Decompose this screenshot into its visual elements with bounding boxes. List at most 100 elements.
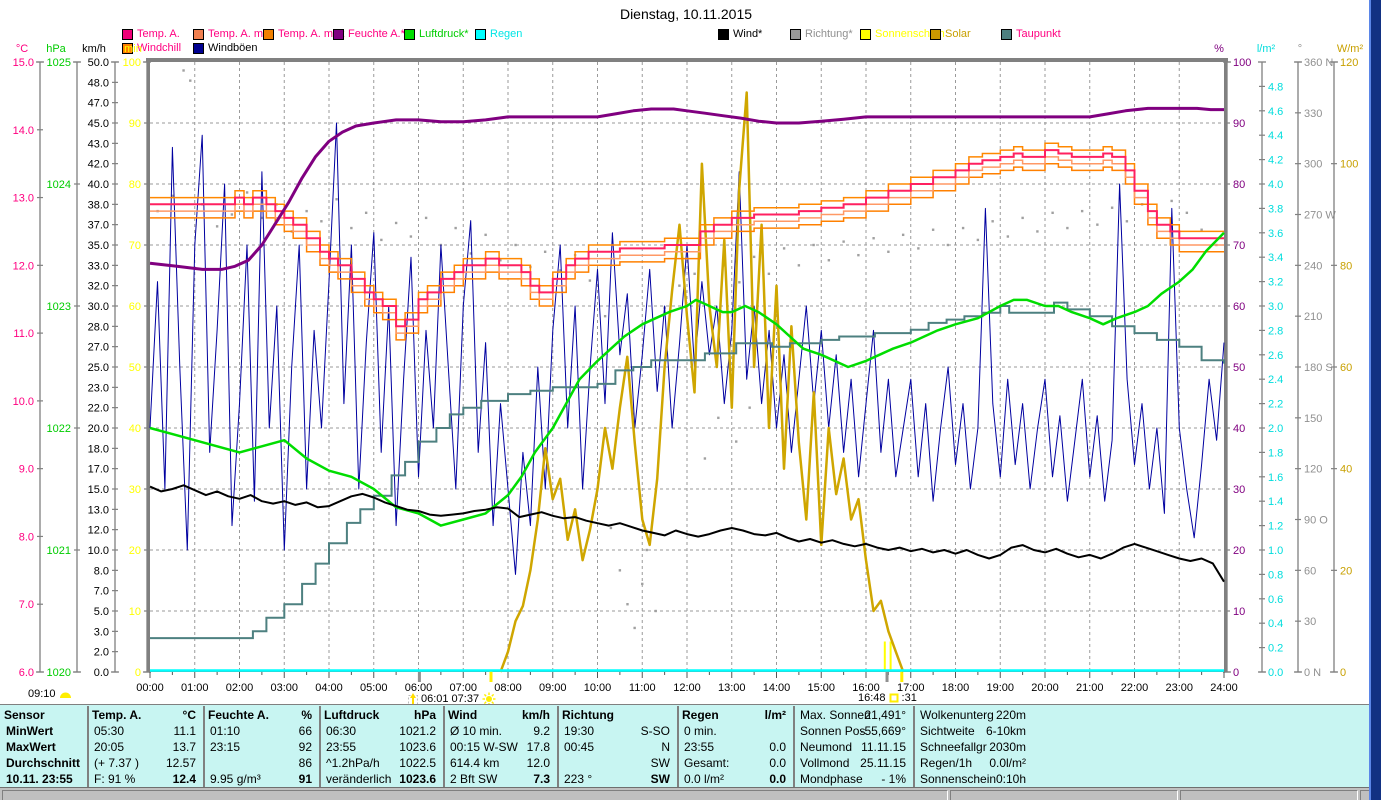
axis-tick-label: 0 [1340, 667, 1346, 679]
table-cell-value: SW [650, 772, 670, 786]
axis-tick-label: 1.2 [1268, 521, 1283, 533]
series-windchill [150, 162, 1224, 341]
table-cell-value: - 1% [881, 772, 906, 786]
status-bar-segment [950, 790, 1178, 800]
table-cell: ^1.2hPa/h [326, 756, 380, 770]
time-label: 09:00 [539, 682, 567, 694]
time-label: 05:00 [360, 682, 388, 694]
legend-swatch [122, 42, 133, 54]
axis-tick-label: 1024 [47, 179, 71, 191]
series-wind [149, 484, 1225, 583]
table-cell: Sensor [4, 708, 45, 722]
axis-tick-label: 2.0 [94, 647, 109, 659]
table-cell: Regen [682, 708, 719, 722]
axis-tick-label: 3.8 [1268, 203, 1283, 215]
table-cell: Wolkenunterg [920, 708, 994, 722]
legend-item-regen: Regen [475, 28, 522, 40]
table-column-separator [443, 706, 445, 787]
legend-swatch [860, 28, 871, 40]
axis-tick-label: 0.6 [1268, 594, 1283, 606]
axis-unit-wm2: W/m² [1337, 43, 1364, 55]
table-cell: 10.11. 23:55 [6, 772, 73, 786]
axis-tick-label: 50 [129, 362, 141, 374]
legend-label: Wind* [733, 28, 763, 40]
axis-tick-label: 0.2 [1268, 643, 1283, 655]
legend-item-temp-a-min: Temp. A. min [193, 28, 272, 40]
table-cell: Mondphase [800, 772, 863, 786]
axis-tick-label: 27.0 [88, 342, 109, 354]
axis-tick-label: 10 [1233, 606, 1245, 618]
time-label: 04:00 [315, 682, 343, 694]
table-cell: 23:55 [326, 740, 357, 754]
axis-unit-hpa: hPa [46, 43, 66, 55]
axis-tick-label: 1022 [47, 423, 71, 435]
series-feuchte [149, 106, 1224, 271]
time-axis: 00:00 01:00 02:00 03:00 04:00 05:00 06:00 07:00… [136, 672, 1238, 694]
time-label: 00:00 [136, 682, 164, 694]
time-label: 24:00 [1210, 682, 1238, 694]
table-column-separator [677, 706, 679, 787]
legend-swatch [790, 28, 801, 40]
axis-tick-label: 100 [123, 57, 141, 69]
axis-tick-label: 15.0 [88, 484, 109, 496]
table-cell: F: 91 % [94, 772, 136, 786]
axis-tick-label: 0 [135, 667, 141, 679]
axis-tick-label: 1021 [47, 545, 71, 557]
axis-tick-label: 120 [1340, 57, 1358, 69]
table-cell-value: 92 [298, 740, 312, 754]
time-label: 20:00 [1031, 682, 1059, 694]
axis-tick-label: 0 N [1304, 667, 1321, 679]
table-column-5: Richtung 19:30 S-SO 00:45 N SW 223 ° SW [558, 705, 678, 788]
table-cell: Vollmond [800, 756, 850, 770]
axis-lm2: l/m² 4.8 4.6 4.4 4.2 4.0 3.8 3.6 3.4 3.2 3.0 2.8 2.6… [1257, 43, 1283, 679]
table-cell: 01:10 [210, 724, 241, 738]
time-label: 08:00 [494, 682, 522, 694]
axis-tick-label: 43.0 [88, 138, 109, 150]
moonrise-time: 09:10 [28, 688, 56, 700]
axis-tick-label: 4.4 [1268, 130, 1283, 142]
axis-tick-label: 10.0 [13, 396, 34, 408]
table-cell: Feuchte A. [208, 708, 269, 722]
axis-tick-label: 5.0 [94, 606, 109, 618]
table-cell-value: S-SO [640, 724, 670, 738]
axis-tick-label: 60 [1304, 565, 1316, 577]
axis-tempC: °C 15.0 14.0 13.0 12.0 11.0 10.0 9.0 8.0 7.0 6.0 [13, 43, 44, 679]
table-column-3: Luftdruck hPa 06:30 1021.2 23:55 1023.6 ^1.2hP… [320, 705, 444, 788]
axis-tick-label: 8.0 [94, 565, 109, 577]
axis-tick-label: 20 [1340, 565, 1352, 577]
axis-tick-label: 14.0 [13, 125, 34, 137]
table-column-1: Temp. A. °C 05:30 11.1 20:05 13.7 (+ 7.37 ) 12.… [88, 705, 204, 788]
table-cell: Sichtweite [920, 724, 975, 738]
axis-tick-label: 1.4 [1268, 496, 1283, 508]
axis-unit-kmh: km/h [82, 43, 106, 55]
axis-tick-label: 90 [1233, 118, 1245, 130]
series-solar [499, 91, 905, 673]
table-column-separator [913, 706, 915, 787]
table-cell-value: N [661, 740, 670, 754]
time-label: 19:00 [986, 682, 1014, 694]
time-label: 06:00 [405, 682, 433, 694]
table-cell-value: 11.1 [173, 724, 196, 738]
time-label: 11:00 [629, 682, 656, 694]
table-cell-value: 9.2 [533, 724, 550, 738]
axis-tick-label: 4.6 [1268, 106, 1283, 118]
legend-item-temp-a-: Temp. A. [122, 28, 180, 40]
table-cell: Durchschnitt [6, 756, 81, 770]
axis-tick-label: 80 [129, 179, 141, 191]
axis-kmh: km/h 50.0 48.0 47.0 45.0 43.0 42.0 40.0 38.0 37.0… [82, 43, 119, 679]
axis-unit-deg: ° [1298, 43, 1302, 55]
series-luftdruck [149, 231, 1225, 527]
time-label: 16:00 [852, 682, 880, 694]
table-column-6: Regen l/m² 0 min. 23:55 0.0 Gesamt: 0.0 0.0 l/m… [678, 705, 794, 788]
table-cell: 23:15 [210, 740, 241, 754]
table-cell-value: 1022.5 [399, 756, 436, 770]
sunrise-time: 07:37 [451, 693, 480, 705]
axis-tick-label: 1.0 [1268, 545, 1283, 557]
axis-tick-label: 0 [1233, 667, 1239, 679]
table-cell: 0.0 l/m² [684, 772, 725, 786]
window-border [1369, 0, 1381, 800]
axis-tick-label: 23.0 [88, 382, 109, 394]
time-label: 14:00 [763, 682, 791, 694]
axis-tick-label: 20 [1233, 545, 1245, 557]
